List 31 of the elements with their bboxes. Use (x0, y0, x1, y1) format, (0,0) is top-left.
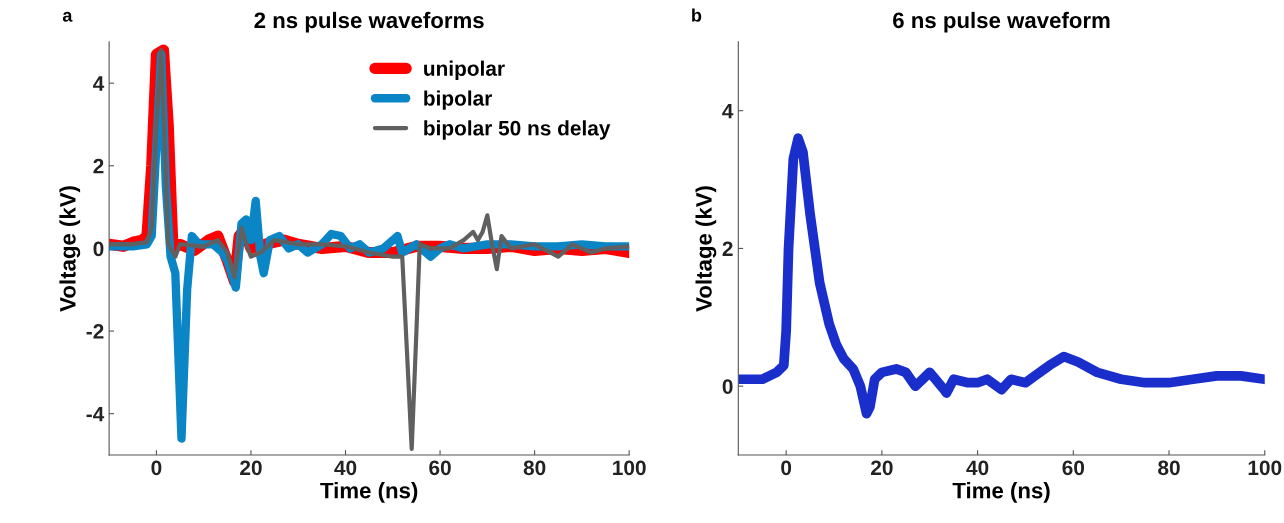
x-tick-label: 0 (151, 460, 162, 476)
x-tick-label: 80 (1158, 460, 1180, 476)
legend-label: unipolar (424, 60, 505, 81)
y-tick-label: 0 (722, 379, 733, 394)
x-tick-label: 20 (871, 460, 893, 476)
x-tick-label: 40 (334, 460, 357, 476)
chart-title: 6 ns pulse waveform (893, 11, 1110, 33)
y-axis-title: Voltage (kV) (59, 186, 81, 312)
y-tick-label: -2 (86, 324, 104, 339)
y-tick-label: 2 (93, 158, 104, 174)
y-tick-label: 0 (93, 241, 104, 257)
text: a (62, 11, 73, 22)
text: b (692, 8, 702, 22)
x-tick-label: 80 (523, 460, 546, 476)
x-tick-label: 60 (1062, 460, 1085, 476)
y-tick-label: 4 (93, 76, 105, 91)
y-axis-title: Voltage (kV) (695, 186, 717, 312)
x-axis-title: Time (ns) (952, 482, 1050, 503)
y-tick-label: 4 (722, 103, 734, 119)
x-tick-label: 100 (613, 460, 646, 476)
x-axis-title: Time (ns) (320, 482, 418, 503)
x-tick-label: 60 (429, 460, 451, 476)
x-tick-label: 40 (966, 460, 989, 476)
legend-label: bipolar (424, 90, 492, 110)
legend-label: bipolar 50 ns delay (424, 120, 611, 140)
y-tick-label: -4 (86, 406, 105, 422)
x-tick-label: 0 (781, 460, 792, 476)
y-tick-label: 2 (722, 241, 733, 256)
x-tick-label: 20 (240, 460, 262, 476)
x-tick-label: 100 (1248, 460, 1282, 476)
chart-title: 2 ns pulse waveforms (254, 11, 484, 33)
